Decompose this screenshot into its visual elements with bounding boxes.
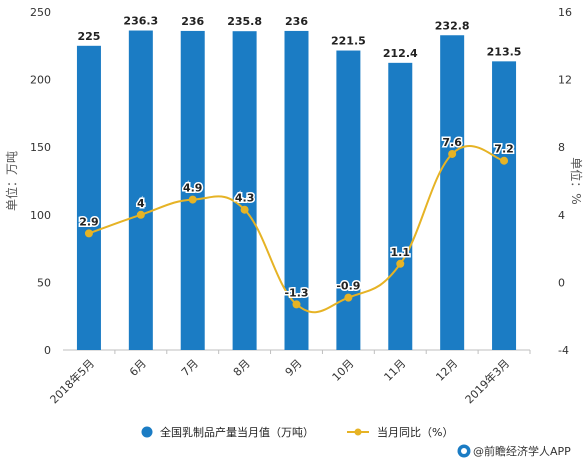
x-tick-label: 12月 (433, 357, 460, 384)
bar-data-label: 236.3 (123, 15, 158, 28)
bar-data-label: 236 (285, 15, 308, 28)
y-right-tick-label: 8 (558, 141, 565, 154)
bar (388, 62, 413, 350)
bar (76, 45, 101, 351)
line-point (240, 205, 249, 214)
y-left-tick-label: 250 (30, 6, 51, 19)
legend-line-point (354, 428, 362, 436)
legend-bar-marker (141, 426, 153, 438)
bar (440, 35, 465, 351)
bar-data-label: 232.8 (435, 19, 470, 32)
x-tick-label: 2019年3月 (462, 356, 512, 406)
line-point (292, 300, 301, 309)
line-data-label: 4.3 (235, 192, 255, 205)
line-point (136, 210, 145, 219)
axes: 0 50 100 150 200 250 -4 0 4 8 12 16 单位：万吨 单位：% 2018年5月… (4, 6, 584, 406)
line-data-label: -0.9 (336, 280, 360, 293)
x-tick-label: 8月 (231, 357, 253, 379)
bar-data-label: 236 (181, 15, 204, 28)
bar (128, 30, 153, 350)
bar (492, 61, 517, 351)
y-right-tick-label: -4 (558, 344, 569, 357)
bar-data-label: 213.5 (487, 45, 522, 58)
line-point (396, 259, 405, 268)
bar-data-label: 221.5 (331, 35, 366, 48)
x-tick-label: 10月 (330, 357, 357, 384)
y-left-tick-label: 50 (37, 276, 51, 289)
y-right-axis-title: 单位：% (569, 157, 584, 204)
line-data-label: 2.9 (79, 215, 99, 228)
line-point (344, 293, 353, 302)
line-data-label: 7.2 (494, 143, 514, 156)
y-left-tick-label: 100 (30, 209, 51, 222)
line-point (188, 195, 197, 204)
y-right-tick-label: 12 (558, 74, 572, 87)
x-tick-label: 2018年5月 (47, 356, 97, 406)
line-point (448, 149, 457, 158)
y-right-tick-label: 0 (558, 276, 565, 289)
bar-data-label: 225 (77, 30, 100, 43)
x-tick-label: 6月 (127, 357, 149, 379)
line-point (84, 229, 93, 238)
line-data-label: 4 (137, 197, 145, 210)
x-tick-label: 11月 (382, 357, 409, 384)
line-data-label: 1.1 (391, 246, 411, 259)
bar (336, 50, 361, 350)
line-series (84, 145, 509, 314)
legend: 全国乳制品产量当月值（万吨） 当月同比（%） (141, 425, 453, 439)
y-right-tick-label: 16 (558, 6, 572, 19)
bar-data-label: 212.4 (383, 47, 418, 60)
bar (180, 30, 205, 350)
y-left-tick-label: 200 (30, 74, 51, 87)
y-right-tick-label: 4 (558, 209, 565, 222)
line-data-label: -1.3 (284, 286, 308, 299)
line-data-label: 4.9 (183, 182, 203, 195)
footer: @前瞻经济学人APP (457, 444, 571, 458)
y-left-tick-label: 0 (44, 344, 51, 357)
y-left-tick-label: 150 (30, 141, 51, 154)
footer-logo-inner (461, 448, 467, 454)
data-labels: 225 236.3 236 235.8 236 221.5 212.4 232.8 213.5 2… (77, 15, 522, 301)
yoy-line (88, 145, 505, 314)
line-point (500, 156, 509, 165)
y-left-axis-title: 单位：万吨 (4, 151, 19, 211)
legend-bar-label: 全国乳制品产量当月值（万吨） (160, 425, 314, 439)
x-tick-label: 7月 (179, 357, 201, 379)
x-tick-label: 9月 (283, 357, 305, 379)
legend-line-label: 当月同比（%） (377, 425, 453, 439)
line-data-label: 7.6 (442, 136, 462, 149)
footer-source: @前瞻经济学人APP (473, 444, 571, 458)
bar-data-label: 235.8 (227, 15, 262, 28)
bar (232, 31, 257, 351)
